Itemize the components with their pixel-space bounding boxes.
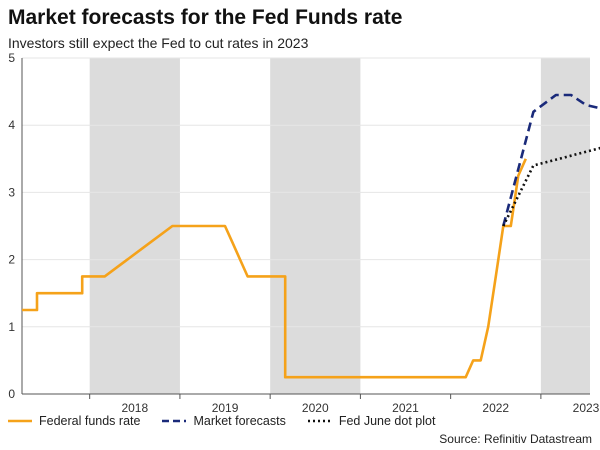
series-line-market-forecasts [502, 93, 600, 227]
source-note: Source: Refinitiv Datastream [439, 432, 592, 446]
legend-item-market: Market forecasts [162, 414, 286, 428]
legend-swatch-fed-funds [8, 419, 32, 423]
x-tick-label-2018: 2018 [121, 401, 148, 415]
chart-title: Market forecasts for the Fed Funds rate [8, 6, 403, 29]
legend-label-dot-plot: Fed June dot plot [338, 414, 436, 428]
year-band-2020 [270, 58, 361, 394]
chart-legend: Federal funds rate Market forecasts Fed … [8, 414, 457, 428]
x-tick-label-2022: 2022 [482, 401, 509, 415]
series-line-fed-funds [22, 158, 527, 379]
x-tick-label-2019: 2019 [212, 401, 239, 415]
x-tick-label-2023: 2023 [573, 401, 600, 415]
x-tick-label-2021: 2021 [392, 401, 419, 415]
legend-swatch-market [162, 419, 187, 423]
legend-label-fed-funds: Federal funds rate [39, 414, 141, 428]
y-tick-label-1: 1 [8, 320, 15, 334]
x-tick-label-2020: 2020 [302, 401, 329, 415]
y-tick-label-3: 3 [8, 185, 15, 199]
year-band-2023 [540, 58, 590, 394]
year-band-2018 [89, 58, 180, 394]
legend-item-fed-funds: Federal funds rate [8, 414, 140, 428]
chart-subtitle: Investors still expect the Fed to cut ra… [8, 35, 309, 51]
y-tick-label-2: 2 [8, 253, 15, 267]
legend-swatch-dot-plot [307, 419, 332, 423]
legend-item-dot-plot: Fed June dot plot [307, 414, 436, 428]
legend-label-market: Market forecasts [193, 414, 286, 428]
y-tick-label-4: 4 [8, 118, 15, 132]
y-tick-label-0: 0 [8, 387, 15, 401]
y-tick-label-5: 5 [8, 51, 15, 65]
